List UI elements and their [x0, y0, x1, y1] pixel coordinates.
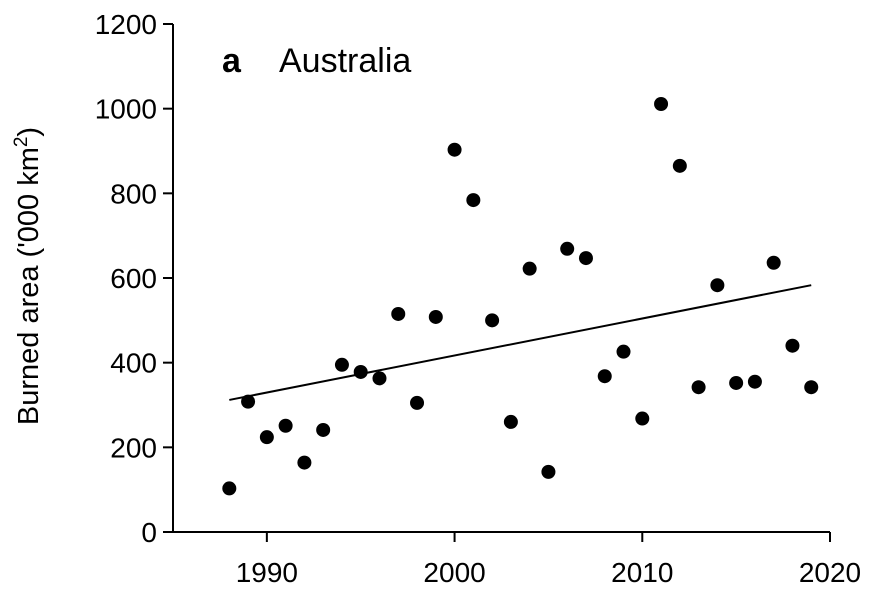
y-axis-title-text: Burned area ('000 km: [13, 147, 45, 425]
data-point: [278, 418, 293, 433]
y-axis-title-superscript: 2: [11, 137, 32, 148]
y-tick-label: 600: [110, 263, 157, 294]
data-point: [297, 455, 312, 470]
x-tick-label: 2010: [611, 557, 673, 588]
data-point: [353, 364, 368, 379]
data-point: [447, 142, 462, 157]
data-point: [578, 251, 593, 266]
trend-line: [229, 284, 812, 401]
data-point: [410, 395, 425, 410]
data-point: [259, 430, 274, 445]
y-tick-label: 800: [110, 178, 157, 209]
data-point: [503, 414, 518, 429]
data-point: [334, 357, 349, 372]
data-point: [616, 344, 631, 359]
data-point: [466, 193, 481, 208]
y-tick-label: 1200: [95, 9, 157, 40]
data-point: [222, 481, 237, 496]
x-tick-label: 2000: [423, 557, 485, 588]
y-tick-label: 1000: [95, 94, 157, 125]
data-point: [785, 338, 800, 353]
data-point: [597, 369, 612, 384]
data-point: [428, 309, 443, 324]
data-point: [710, 278, 725, 293]
data-point: [766, 255, 781, 270]
data-point: [635, 411, 650, 426]
y-tick-label: 400: [110, 348, 157, 379]
data-point: [485, 313, 500, 328]
data-point: [522, 261, 537, 276]
data-point: [691, 380, 706, 395]
data-point: [560, 241, 575, 256]
data-point: [672, 158, 687, 173]
data-point: [316, 422, 331, 437]
x-tick-label: 2020: [799, 557, 861, 588]
data-point: [747, 374, 762, 389]
y-axis-title: Burned area ('000 km2): [11, 127, 45, 425]
data-point: [391, 306, 406, 321]
data-point: [654, 97, 669, 112]
trend-line-group: [229, 284, 812, 401]
y-axis: 0 200 400 600 800 1000 1200: [95, 9, 174, 548]
data-point: [729, 375, 744, 390]
data-point: [804, 380, 819, 395]
data-point: [372, 371, 387, 386]
chart-title: Australia: [279, 42, 411, 80]
data-point: [541, 464, 556, 479]
data-point: [241, 394, 256, 409]
x-tick-label: 1990: [236, 557, 298, 588]
data-points: [222, 97, 819, 496]
panel-letter: a: [222, 42, 242, 80]
y-tick-label: 200: [110, 432, 157, 463]
y-axis-title-close: ): [13, 127, 45, 137]
x-axis: 1990 2000 2010 2020: [173, 531, 861, 588]
y-tick-label: 0: [141, 517, 157, 548]
